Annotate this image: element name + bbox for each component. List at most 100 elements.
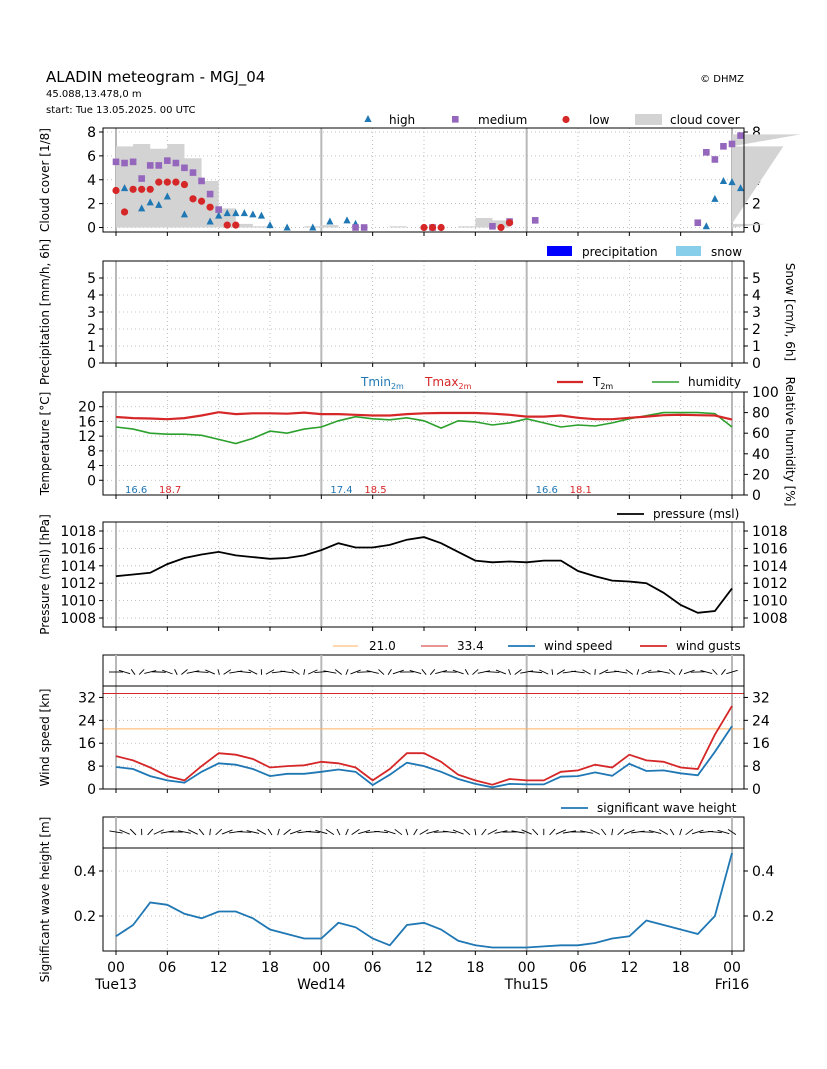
pressure-panel-y2-tick-label: 1008 — [752, 611, 788, 627]
legend-tmin-label: Tmin2m — [360, 375, 404, 391]
legend-t2m-subscript: 2m — [600, 382, 613, 391]
pressure-line — [115, 536, 733, 614]
wave-direction-arrow — [147, 828, 154, 836]
wind-direction-arrow — [514, 669, 522, 675]
cloud-medium-marker — [129, 158, 137, 166]
wind-direction-arrow — [668, 669, 676, 675]
wind-direction-arrow — [556, 669, 566, 675]
wind-gusts-line — [115, 705, 733, 786]
wind-direction-arrow — [636, 669, 640, 675]
wind-direction-arrow — [138, 669, 145, 675]
wave-direction-arrow — [452, 829, 464, 835]
legend-cloud-cover-icon — [635, 114, 662, 125]
wave-direction-arrow — [413, 828, 418, 836]
cloud-panel-y2-tick-label: 0 — [752, 221, 761, 237]
legend-pressure-label: pressure (msl) — [653, 507, 739, 521]
wind-direction-arrow — [599, 669, 609, 675]
cloud-panel-y-tick-label: 6 — [87, 149, 96, 165]
precip-panel-y2-tick-label: 5 — [752, 271, 761, 287]
legend-threshold-21-label: 21.0 — [369, 639, 396, 653]
wind-panel-y2-tick-label: 16 — [752, 736, 770, 752]
wind-panel-frame — [102, 685, 745, 790]
temp-panel-y2-tick-label: 40 — [752, 447, 770, 463]
wave-direction-arrow — [549, 828, 556, 836]
cloud-low-marker — [420, 223, 428, 232]
wind-direction-arrow — [625, 669, 634, 675]
legend-humidity-label: humidity — [688, 375, 741, 389]
pressure-panel-background — [103, 522, 744, 627]
daily-tmax-label: 18.5 — [364, 485, 386, 496]
cloud-medium-marker — [352, 224, 359, 231]
legend-precipitation-label: precipitation — [582, 245, 658, 259]
cloud-medium-marker — [728, 140, 736, 148]
wind-direction-arrow — [528, 670, 543, 674]
cloud-low-marker — [428, 223, 437, 232]
precip-panel-y2-tick-label: 3 — [752, 305, 761, 321]
precip-panel-y-tick-label: 3 — [87, 305, 96, 321]
daily-tmin-label: 17.4 — [330, 485, 352, 496]
cloud-medium-marker — [737, 132, 744, 139]
cloud-high-marker — [728, 178, 736, 186]
wind-direction-arrow — [539, 669, 549, 675]
precip-panel-y2-tick-label: 4 — [752, 288, 761, 304]
t2m-line — [115, 411, 733, 421]
cloud-panel-y-tick-label: 2 — [87, 197, 96, 213]
legend-tmax-subscript: 2m — [458, 382, 471, 391]
pressure-panel-y-tick-label: 1012 — [60, 576, 96, 592]
cloud-panel-y-tick-label: 0 — [87, 221, 96, 237]
wind-panel-y-tick-label: 16 — [78, 736, 96, 752]
wave-direction-arrow — [283, 828, 291, 836]
wind-direction-arrow — [237, 670, 252, 674]
cloud-low-marker — [155, 178, 163, 186]
cloud-high-marker — [180, 210, 189, 218]
temp-panel-y-tick-label: 0 — [87, 473, 96, 489]
legend-wind-gusts-label: wind gusts — [676, 639, 741, 653]
cloud-low-marker — [505, 219, 514, 227]
cloud-low-marker — [197, 197, 206, 205]
v => v.toFixed(1)-y2-tick-label: 0.2 — [752, 909, 774, 925]
daily-tmax-label: 18.1 — [570, 485, 592, 496]
wind-panel-y-tick-label: 0 — [87, 782, 96, 798]
wave-direction-arrow — [601, 828, 607, 836]
cloud-medium-marker — [720, 143, 727, 150]
wind-direction-arrow — [366, 670, 379, 674]
wave-direction-arrow — [405, 828, 409, 836]
wave-direction-arrow — [305, 831, 320, 833]
wind-panel-y2-tick-label: 0 — [752, 782, 761, 798]
wind-direction-arrow — [217, 669, 220, 675]
cloud-high-marker — [155, 200, 163, 208]
precip-panel-y-tick-label: 5 — [87, 271, 96, 287]
wave-direction-arrow — [129, 828, 137, 836]
wind-direction-arrow — [118, 669, 131, 675]
wind-panel-y-tick-label: 8 — [87, 759, 96, 775]
wave-direction-arrow — [419, 829, 429, 835]
wind-direction-arrow — [495, 669, 507, 675]
v => v.toFixed(1)-y2-tick-label: 0.4 — [752, 864, 774, 880]
cloud-high-marker — [249, 210, 257, 218]
cloud-low-marker — [232, 221, 240, 229]
v => v.toFixed(1)-ylabel: Significant wave height [m] — [38, 817, 52, 983]
wave-direction-arrow — [691, 829, 704, 835]
cloud-high-marker — [266, 221, 274, 229]
wave-direction-arrow — [639, 831, 654, 833]
wind-direction-arrow — [350, 669, 361, 675]
wind-direction-arrow — [472, 669, 479, 675]
hour-tick-label: 12 — [620, 960, 638, 976]
wave-direction-arrow — [617, 828, 625, 836]
wave-direction-arrow — [198, 828, 205, 836]
hour-tick-label: 18 — [466, 960, 484, 976]
cloud-medium-marker — [172, 159, 180, 167]
cloud-low-marker — [172, 178, 180, 186]
legend-medium-label: medium — [478, 113, 527, 127]
legend-low-label: low — [589, 113, 610, 127]
pressure-panel-ylabel: Pressure (msl) [hPa] — [38, 514, 52, 635]
daily-tmin-label: 16.6 — [125, 485, 147, 496]
day-label: Fri16 — [715, 977, 750, 993]
wave-direction-arrow — [153, 829, 164, 835]
wave-direction-arrow — [707, 831, 722, 833]
wind-direction-arrow — [334, 669, 343, 675]
wave-direction-arrow — [669, 828, 675, 836]
wave-direction-arrow — [685, 828, 694, 836]
wave-direction-arrow — [580, 830, 593, 834]
pressure-panel-y-tick-label: 1016 — [60, 541, 96, 557]
